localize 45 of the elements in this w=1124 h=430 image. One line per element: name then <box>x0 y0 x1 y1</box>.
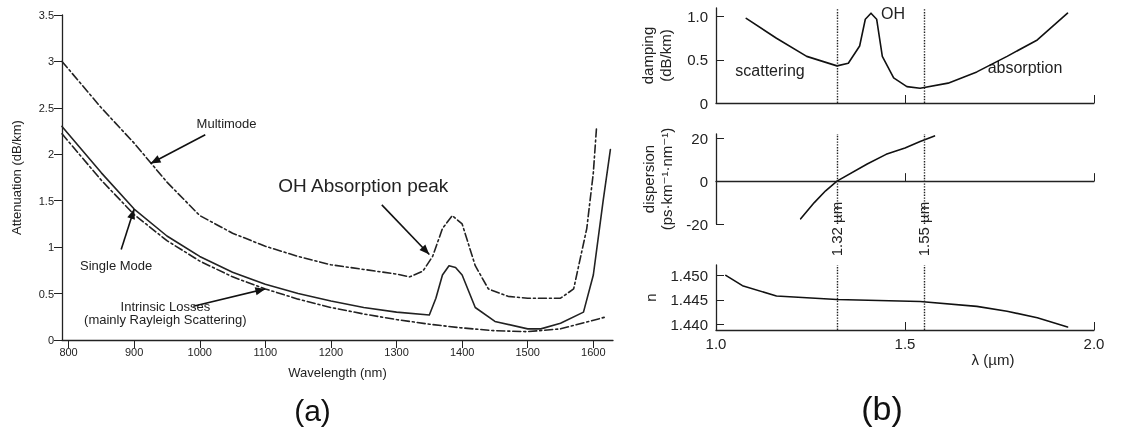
y-tick-label: 0 <box>699 94 708 112</box>
annotation: scattering <box>735 61 805 79</box>
x-axis-title: Wavelength (nm) <box>288 365 387 380</box>
ref-line-label: 1.32 µm <box>828 201 846 257</box>
y-tick-label: -20 <box>686 215 708 233</box>
y-tick-label: 1.450 <box>670 266 708 284</box>
text: (a) <box>294 393 331 427</box>
annotation: absorption <box>987 58 1063 76</box>
x-tick-label: 1000 <box>187 345 212 358</box>
y-tick-label: 0.5 <box>38 287 54 300</box>
y-tick-label: 0 <box>47 334 54 346</box>
y-tick-label: 0.5 <box>687 51 708 69</box>
y-tick-label: 3 <box>47 55 54 68</box>
x-tick-label: 1200 <box>318 345 344 358</box>
y-tick-label: 1.5 <box>38 194 54 207</box>
y-axis-title: Attenuation (dB/km) <box>8 120 24 235</box>
text: (b) <box>861 389 903 427</box>
annotation: OH Absorption peak <box>278 175 449 197</box>
annotation: Single Mode <box>80 257 153 273</box>
y-tick-label: 2 <box>47 148 54 161</box>
y-axis-title: n <box>642 293 660 302</box>
annotation: OH <box>880 4 905 22</box>
x-tick-label: 1.5 <box>894 335 916 352</box>
x-tick-label: 1600 <box>581 345 606 358</box>
annotation: Intrinsic Losses (mainly Rayleigh Scattering) <box>84 298 247 327</box>
y-tick-label: 20 <box>691 129 708 147</box>
x-axis-title: λ (µm) <box>971 350 1015 368</box>
y-axis-title: dispersion (ps·km⁻¹·nm⁻¹) <box>639 127 675 231</box>
y-tick-label: 0 <box>699 172 708 190</box>
y-tick-label: 1.0 <box>687 8 708 26</box>
x-tick-label: 2.0 <box>1083 335 1105 352</box>
y-axis-title: damping (dB/km) <box>638 26 674 85</box>
y-tick-label: 1.445 <box>670 291 708 309</box>
x-tick-label: 900 <box>124 345 144 358</box>
x-tick-label: 1500 <box>515 345 540 358</box>
ref-line-label: 1.55 µm <box>915 201 933 257</box>
y-tick-label: 1.440 <box>670 316 708 334</box>
x-tick-label: 800 <box>59 345 78 358</box>
x-tick-label: 1400 <box>449 345 475 358</box>
y-tick-label: 1 <box>47 241 54 254</box>
x-tick-label: 1300 <box>384 345 409 358</box>
x-tick-label: 1100 <box>253 345 278 358</box>
annotation: Multimode <box>196 116 257 132</box>
y-tick-label: 3.5 <box>38 9 54 21</box>
y-tick-label: 2.5 <box>38 101 54 114</box>
